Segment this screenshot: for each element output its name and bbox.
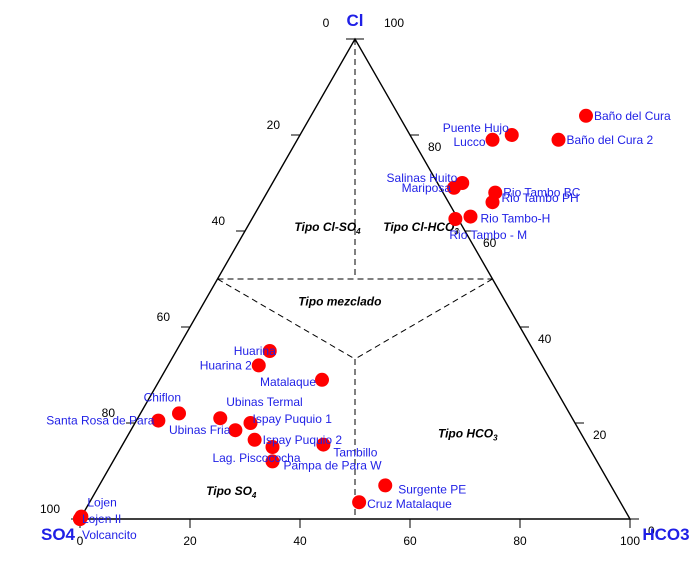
top-tick-label: 100 <box>384 16 404 30</box>
point-label: Rio Tambo BC <box>503 186 580 200</box>
left-tick-label: 20 <box>267 118 281 132</box>
bottom-tick-label: 0 <box>77 534 84 548</box>
point-label: Baño del Cura 2 <box>567 133 654 147</box>
point-label: Pampa de Para W <box>284 458 383 472</box>
left-tick-label: 100 <box>40 502 60 516</box>
point-label: Ubinas Termal <box>226 395 302 409</box>
point-label: Salinas Huito <box>387 171 458 185</box>
left-tick-label: 40 <box>212 214 226 228</box>
data-point <box>378 478 393 493</box>
point-label: Rio Tambo - M <box>449 228 527 242</box>
bottom-tick-label: 40 <box>293 534 307 548</box>
bottom-tick-label: 60 <box>403 534 417 548</box>
data-point <box>243 416 258 430</box>
point-label: Rio Tambo-H <box>481 212 551 226</box>
right-tick-label: 0 <box>648 524 655 538</box>
vertex-label-right: HCO3 <box>642 525 689 544</box>
point-label: Matalaque <box>260 375 316 389</box>
divider-line <box>217 278 356 360</box>
point-label: Lojen II <box>82 512 121 526</box>
region-dividers <box>217 39 493 519</box>
point-label: Santa Rosa de Para <box>46 414 154 428</box>
data-point <box>551 132 566 147</box>
point-label: Volcancito <box>82 528 137 542</box>
right-tick-label: 60 <box>483 236 497 250</box>
region-label: Tipo SO4 <box>206 484 257 500</box>
point-label: Mariposa <box>402 181 452 195</box>
data-point <box>265 440 280 454</box>
data-point <box>228 423 243 438</box>
point-label: Rio Tambo PH <box>502 191 579 205</box>
left-tick-label: 60 <box>157 310 171 324</box>
data-points <box>73 108 593 526</box>
data-point <box>262 344 277 358</box>
data-point <box>265 454 280 469</box>
region-label: Tipo HCO3 <box>438 426 498 442</box>
divider-line <box>354 278 493 360</box>
data-point <box>151 413 166 428</box>
point-label: Huarina 2 <box>200 358 252 372</box>
data-point <box>485 195 500 210</box>
point-label: Lojen <box>87 496 116 510</box>
bottom-tick-label: 20 <box>183 534 197 548</box>
point-label: Puente Hujo <box>443 121 509 135</box>
data-point <box>448 212 463 226</box>
data-point <box>213 411 228 426</box>
data-point <box>316 437 331 452</box>
point-label: Chiflon <box>144 390 181 404</box>
top-tick-label: 0 <box>323 16 330 30</box>
data-point <box>447 180 461 195</box>
point-label: Ispay Puquio 2 <box>263 433 343 447</box>
right-tick-label: 40 <box>538 332 552 346</box>
bottom-tick-label: 80 <box>513 534 527 548</box>
point-label: Lucco <box>453 135 485 149</box>
data-point <box>73 512 87 526</box>
data-point <box>579 108 593 123</box>
left-tick-label: 80 <box>102 406 116 420</box>
bottom-tick-label: 100 <box>620 534 640 548</box>
data-point <box>485 132 500 147</box>
data-point <box>463 209 478 224</box>
point-label: Baño del Cura <box>594 109 671 123</box>
vertex-label-top: Cl <box>347 11 364 30</box>
region-label: Tipo Cl-SO4 <box>294 220 361 236</box>
vertex-labels: Cl SO4 HCO3 <box>41 11 690 544</box>
vertex-label-left: SO4 <box>41 525 76 544</box>
right-tick-label: 80 <box>428 140 442 154</box>
data-point <box>172 406 186 421</box>
data-point <box>504 128 519 142</box>
point-label: Lag. Piscococha <box>212 451 300 465</box>
point-label: Ubinas Fria <box>169 423 231 437</box>
point-label: Surgente PE <box>398 482 466 496</box>
data-point <box>251 358 266 373</box>
region-labels: Tipo Cl-SO4 Tipo Cl-HCO3 Tipo mezclado Tipo… <box>206 220 498 500</box>
point-label: Cruz Matalaque <box>367 497 452 511</box>
right-tick-label: 20 <box>593 428 607 442</box>
region-label: Tipo Cl-HCO3 <box>383 220 459 236</box>
axis-ticks: 0 20 40 60 80 100 20 40 60 80 100 80 60 40 20 0 0 100 <box>40 16 655 548</box>
point-label: Huarina <box>234 344 276 358</box>
point-label: Ispay Puquio 1 <box>253 412 333 426</box>
point-label: Tambillo <box>333 446 377 460</box>
data-point <box>315 372 329 387</box>
region-label: Tipo mezclado <box>298 294 381 308</box>
data-point <box>352 495 367 510</box>
data-point <box>247 432 262 447</box>
